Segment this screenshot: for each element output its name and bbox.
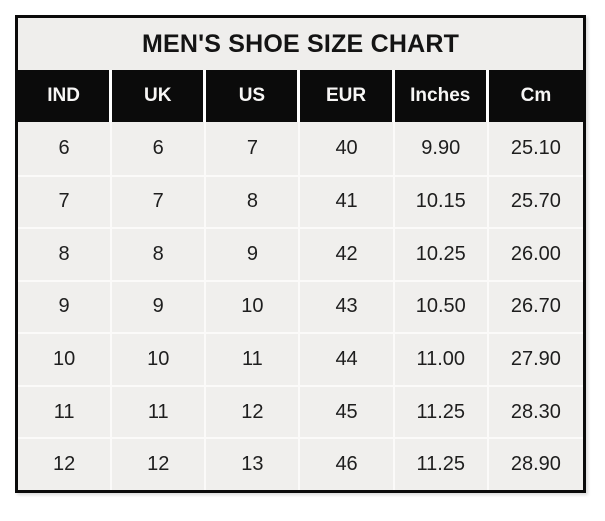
table-cell: 41 [300, 176, 395, 228]
column-header-ind: IND [18, 70, 113, 122]
table-cell: 9 [18, 281, 113, 333]
table-cell: 42 [300, 229, 395, 280]
table-cell: 28.30 [488, 386, 583, 438]
table-cell: 10.15 [394, 176, 489, 228]
table-row: 6 6 7 40 9.90 25.10 [18, 122, 583, 175]
table-cell: 11 [112, 386, 207, 438]
table-cell: 10 [18, 334, 113, 385]
table-cell: 11 [18, 386, 113, 438]
chart-title: MEN'S SHOE SIZE CHART [18, 18, 583, 70]
table-body: 6 6 7 40 9.90 25.10 7 7 8 41 10.15 25.70… [18, 122, 583, 490]
table-row: 9 9 10 43 10.50 26.70 [18, 279, 583, 333]
table-cell: 7 [206, 122, 301, 175]
table-cell: 45 [300, 386, 395, 438]
table-cell: 13 [206, 439, 301, 490]
table-cell: 46 [300, 439, 395, 490]
table-cell: 7 [18, 176, 113, 228]
table-cell: 10 [206, 281, 301, 333]
table-cell: 11 [206, 334, 301, 385]
table-cell: 8 [112, 229, 207, 280]
column-header-eur: EUR [300, 70, 395, 122]
table-header-row: IND UK US EUR Inches Cm [18, 70, 583, 122]
table-cell: 6 [18, 122, 113, 175]
table-cell: 6 [112, 122, 207, 175]
table-cell: 44 [300, 334, 395, 385]
table-cell: 11.00 [394, 334, 489, 385]
column-header-uk: UK [112, 70, 207, 122]
table-cell: 43 [300, 281, 395, 333]
table-cell: 9 [112, 281, 207, 333]
table-cell: 7 [112, 176, 207, 228]
table-cell: 12 [18, 439, 113, 490]
column-header-cm: Cm [520, 85, 552, 106]
table-cell: 9 [206, 229, 301, 280]
column-header-inches: Inches [395, 70, 489, 122]
table-cell: 10 [112, 334, 207, 385]
table-cell: 8 [18, 229, 113, 280]
table-cell: 40 [300, 122, 395, 175]
table-row: 12 12 13 46 11.25 28.90 [18, 437, 583, 490]
shoe-size-chart: MEN'S SHOE SIZE CHART IND UK US EUR Inch… [15, 15, 586, 493]
table-row: 11 11 12 45 11.25 28.30 [18, 384, 583, 438]
table-cell: 10.25 [394, 229, 489, 280]
table-cell: 12 [206, 386, 301, 438]
table-cell: 26.70 [488, 281, 583, 333]
table-cell: 11.25 [394, 439, 489, 490]
table-cell: 12 [112, 439, 207, 490]
table-cell: 25.10 [488, 122, 583, 175]
table-cell: 9.90 [394, 122, 489, 175]
table-cell: 27.90 [488, 334, 583, 385]
table-row: 8 8 9 42 10.25 26.00 [18, 227, 583, 280]
table-cell: 11.25 [394, 386, 489, 438]
table-cell: 28.90 [488, 439, 583, 490]
table-cell: 8 [206, 176, 301, 228]
column-header-us: US [206, 70, 301, 122]
table-row: 7 7 8 41 10.15 25.70 [18, 174, 583, 228]
table-cell: 25.70 [488, 176, 583, 228]
table-row: 10 10 11 44 11.00 27.90 [18, 332, 583, 385]
table-cell: 26.00 [488, 229, 583, 280]
table-cell: 10.50 [394, 281, 489, 333]
